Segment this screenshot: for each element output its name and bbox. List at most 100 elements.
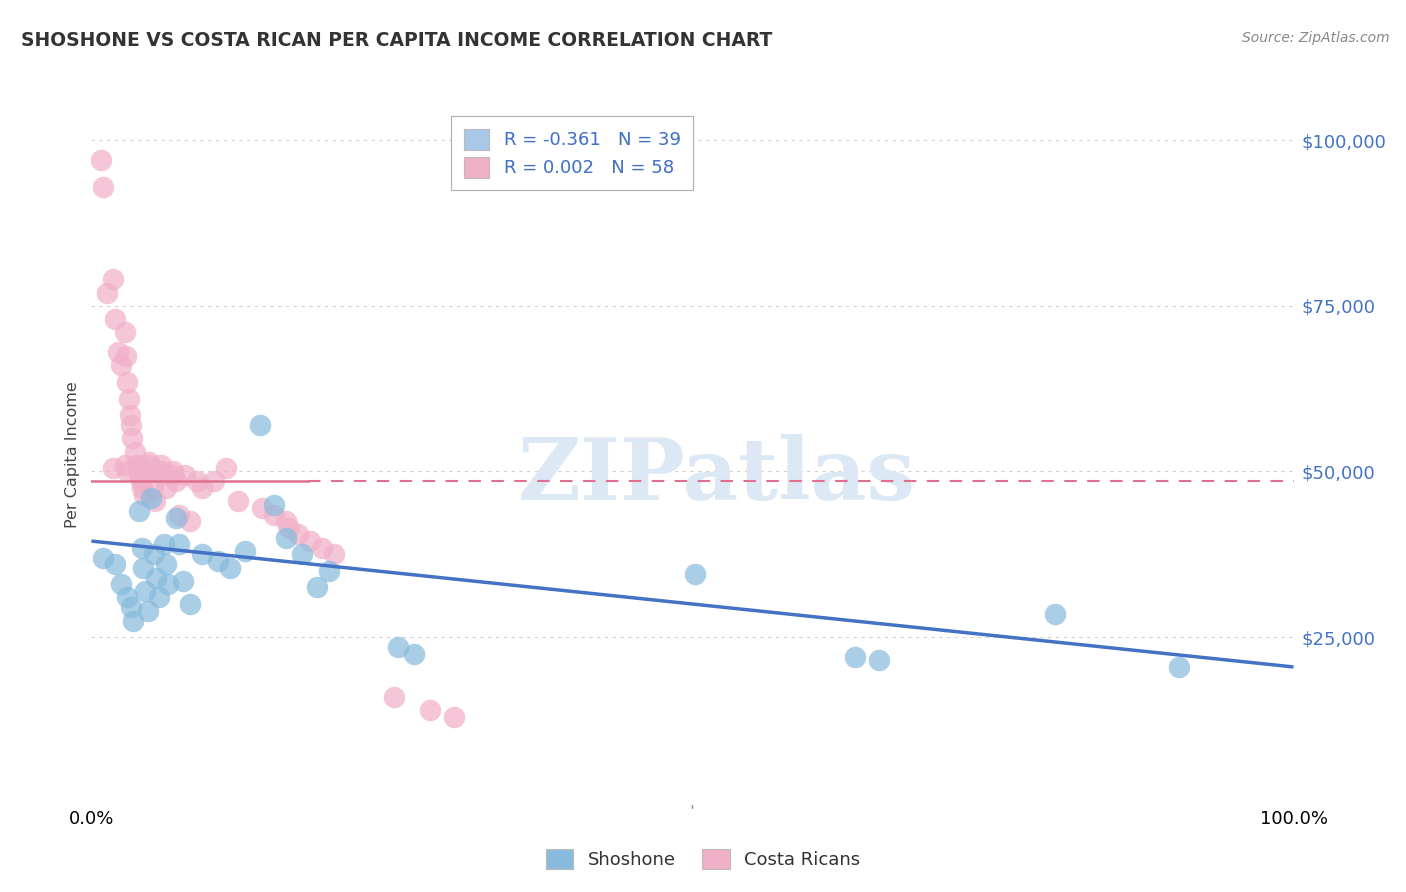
Point [132, 560, 155, 574]
Point [155, 481, 177, 495]
Point [155, 558, 177, 572]
Point [165, 511, 187, 525]
Point [226, 494, 249, 508]
Point [318, 564, 340, 578]
Point [124, 444, 146, 458]
Point [148, 591, 170, 605]
Point [138, 458, 160, 472]
Point [101, 272, 124, 286]
Point [233, 544, 256, 558]
Point [142, 481, 165, 495]
Point [167, 508, 190, 522]
Point [110, 359, 132, 373]
Point [276, 514, 298, 528]
Point [277, 521, 299, 535]
Point [101, 461, 124, 475]
Point [443, 709, 465, 723]
Point [291, 547, 314, 561]
Point [118, 392, 141, 406]
Point [162, 467, 184, 482]
Point [90, 153, 112, 167]
Point [131, 481, 153, 495]
Point [104, 312, 127, 326]
Point [157, 577, 180, 591]
Point [844, 650, 866, 665]
Point [141, 491, 163, 505]
Point [121, 431, 143, 445]
Legend: Shoshone, Costa Ricans: Shoshone, Costa Ricans [537, 839, 869, 879]
Point [276, 531, 298, 545]
Point [249, 418, 271, 433]
Point [191, 481, 214, 495]
Point [152, 537, 174, 551]
Point [263, 508, 285, 522]
Point [683, 567, 706, 582]
Point [104, 558, 127, 572]
Point [128, 467, 150, 482]
Point [1045, 607, 1067, 621]
Point [179, 597, 201, 611]
Point [114, 458, 136, 472]
Point [127, 465, 149, 479]
Point [186, 475, 208, 489]
Point [138, 454, 160, 468]
Point [191, 547, 214, 561]
Point [118, 408, 141, 422]
Point [122, 614, 145, 628]
Text: SHOSHONE VS COSTA RICAN PER CAPITA INCOME CORRELATION CHART: SHOSHONE VS COSTA RICAN PER CAPITA INCOM… [21, 31, 772, 50]
Point [162, 465, 184, 479]
Point [117, 465, 139, 479]
Point [93, 179, 115, 194]
Point [167, 537, 190, 551]
Point [115, 349, 138, 363]
Point [110, 577, 132, 591]
Point [250, 500, 273, 515]
Point [142, 547, 165, 561]
Point [202, 475, 225, 489]
Point [141, 465, 163, 479]
Point [128, 465, 150, 479]
Point [218, 560, 240, 574]
Point [128, 504, 150, 518]
Point [174, 467, 197, 482]
Point [299, 534, 322, 549]
Point [419, 703, 441, 717]
Point [120, 600, 142, 615]
Point [387, 640, 409, 654]
Point [117, 591, 139, 605]
Point [129, 475, 152, 489]
Point [134, 583, 156, 598]
Point [402, 647, 425, 661]
Point [868, 653, 890, 667]
Point [134, 488, 156, 502]
Point [136, 604, 159, 618]
Text: ZIPatlas: ZIPatlas [517, 434, 915, 517]
Point [323, 547, 346, 561]
Legend: R = -0.361   N = 39, R = 0.002   N = 58: R = -0.361 N = 39, R = 0.002 N = 58 [451, 116, 693, 190]
Point [143, 494, 166, 508]
Text: Source: ZipAtlas.com: Source: ZipAtlas.com [1241, 31, 1389, 45]
Point [207, 554, 229, 568]
Point [311, 541, 333, 555]
Point [307, 581, 329, 595]
Point [120, 418, 142, 433]
Point [96, 285, 118, 300]
Point [215, 461, 238, 475]
Point [287, 527, 309, 541]
Point [145, 570, 167, 584]
Point [263, 498, 285, 512]
Point [107, 345, 129, 359]
Point [114, 326, 136, 340]
Point [165, 475, 187, 489]
Point [131, 471, 153, 485]
Point [152, 467, 174, 482]
Point [117, 375, 139, 389]
Point [150, 458, 173, 472]
Point [125, 458, 148, 472]
Point [150, 465, 173, 479]
Point [179, 514, 201, 528]
Y-axis label: Per Capita Income: Per Capita Income [65, 382, 80, 528]
Point [172, 574, 194, 588]
Point [1168, 660, 1191, 674]
Point [382, 690, 405, 704]
